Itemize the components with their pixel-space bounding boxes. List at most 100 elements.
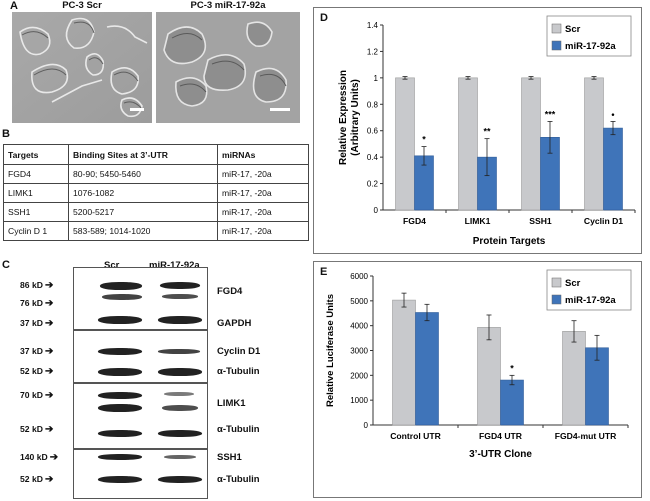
marker-label: 52 kD ➔ — [20, 366, 54, 377]
x-tick-label: LIMK1 — [465, 216, 491, 226]
table-cell: miR-17, -20a — [217, 202, 309, 222]
bar-scr — [521, 77, 541, 211]
protein-label: Cyclin D1 — [217, 346, 261, 357]
chart-d-frame — [313, 7, 642, 254]
table-cell: 583-589; 1014-1020 — [68, 221, 218, 241]
marker-label: 86 kD ➔ — [20, 280, 54, 291]
marker-label: 52 kD ➔ — [20, 474, 54, 485]
bar-scr — [562, 331, 586, 426]
blot-band — [158, 349, 200, 354]
legend-swatch — [551, 294, 562, 305]
significance-mark: ** — [483, 127, 491, 137]
table-cell: miR-17, -20a — [217, 164, 309, 184]
table-row: FGD4 80-90; 5450-5460 miR-17, -20a — [3, 164, 309, 184]
blot-band — [98, 404, 142, 412]
legend-label: Scr — [565, 278, 581, 289]
protein-label: α-Tubulin — [217, 424, 260, 435]
x-tick-label: FGD4-mut UTR — [555, 431, 617, 441]
bar-mir — [500, 379, 524, 426]
y-tick-label: 0.6 — [367, 127, 379, 136]
table-cell: miR-17, -20a — [217, 221, 309, 241]
table-cell: SSH1 — [3, 202, 69, 222]
table-cell: FGD4 — [3, 164, 69, 184]
y-axis-title: Relative Luciferase Units — [325, 294, 336, 407]
y-tick-label: 0.8 — [367, 100, 379, 109]
y-tick-label: 0 — [374, 206, 379, 215]
table-header: miRNAs — [217, 144, 309, 165]
blot-band — [98, 430, 142, 437]
lane-header-scr: Scr — [104, 260, 120, 271]
y-tick-label: 1000 — [350, 396, 368, 405]
protein-label: SSH1 — [217, 452, 242, 463]
blot-band — [158, 316, 202, 324]
panel-e-letter: E — [320, 266, 328, 278]
protein-label: α-Tubulin — [217, 366, 260, 377]
blot-band — [98, 316, 142, 324]
y-tick-label: 6000 — [350, 272, 368, 281]
blot-band — [98, 454, 142, 460]
marker-label: 76 kD ➔ — [20, 298, 54, 309]
legend-swatch — [551, 40, 562, 51]
y-tick-label: 5000 — [350, 297, 368, 306]
blot-separator — [73, 382, 208, 384]
y-tick-label: 3000 — [350, 347, 368, 356]
chart-d: 0 0.2 0.4 0.6 0.8 1 1.2 1.4 FGD4 * LIMK1 ** SSH1 *** C… — [338, 15, 636, 247]
y-tick-label: 1 — [374, 74, 379, 83]
x-tick-label: Cyclin D1 — [584, 216, 623, 226]
y-tick-label: 0 — [364, 421, 369, 430]
panel-d-letter: D — [320, 12, 328, 24]
blot-band — [162, 405, 198, 411]
significance-mark: * — [510, 363, 514, 373]
marker-label: 52 kD ➔ — [20, 424, 54, 435]
chart-e-frame — [313, 261, 642, 498]
blot-band — [98, 348, 142, 355]
y-tick-label: 0.4 — [367, 153, 379, 162]
y-tick-label: 1.2 — [367, 47, 379, 56]
significance-mark: *** — [545, 109, 556, 119]
legend: Scr miR-17-92a — [546, 15, 632, 57]
blot-band — [160, 282, 200, 289]
y-axis-title-units: (Arbitrary Units) — [350, 79, 361, 156]
protein-label: GAPDH — [217, 318, 252, 329]
marker-label: 37 kD ➔ — [20, 346, 54, 357]
table-header: Binding Sites at 3’-UTR — [68, 144, 218, 165]
table-cell: miR-17, -20a — [217, 183, 309, 203]
x-tick-label: FGD4 — [403, 216, 426, 226]
protein-label: α-Tubulin — [217, 474, 260, 485]
table-row: Cyclin D 1 583-589; 1014-1020 miR-17, -2… — [3, 221, 309, 241]
blot-band — [164, 455, 196, 459]
blot-band — [158, 476, 202, 483]
panel-c-letter: C — [2, 259, 10, 271]
legend-label: miR-17-92a — [565, 41, 616, 52]
table-row: LIMK1 1076-1082 miR-17, -20a — [3, 183, 309, 203]
table-cell: LIMK1 — [3, 183, 69, 203]
micrograph-scr — [12, 12, 152, 123]
bar-mir — [415, 312, 439, 426]
significance-mark: • — [611, 109, 614, 119]
table-cell: 80-90; 5450-5460 — [68, 164, 218, 184]
marker-label: 140 kD ➔ — [20, 452, 59, 463]
table-row: SSH1 5200-5217 miR-17, -20a — [3, 202, 309, 222]
y-tick-label: 0.2 — [367, 180, 379, 189]
x-axis-title: 3’-UTR Clone — [469, 449, 532, 460]
bar-mir — [603, 127, 623, 211]
scale-bar — [270, 108, 290, 111]
panel-a-letter: A — [10, 0, 18, 12]
y-tick-label: 2000 — [350, 371, 368, 380]
lane-header-mir: miR-17-92a — [149, 260, 200, 271]
marker-label: 37 kD ➔ — [20, 318, 54, 329]
legend: Scr miR-17-92a — [546, 269, 632, 311]
protein-label: LIMK1 — [217, 398, 246, 409]
blot-band — [162, 294, 198, 299]
bar-scr — [392, 299, 416, 426]
legend-swatch — [551, 23, 562, 34]
legend-label: miR-17-92a — [565, 295, 616, 306]
x-tick-label: Control UTR — [390, 431, 441, 441]
table-cell: 1076-1082 — [68, 183, 218, 203]
panel-a-right-title: PC-3 miR-17-92a — [190, 0, 266, 11]
blot-separator — [73, 329, 208, 331]
blot-band — [98, 476, 142, 483]
blot-band — [100, 282, 142, 290]
x-tick-label: SSH1 — [529, 216, 552, 226]
blot-band — [102, 294, 142, 300]
